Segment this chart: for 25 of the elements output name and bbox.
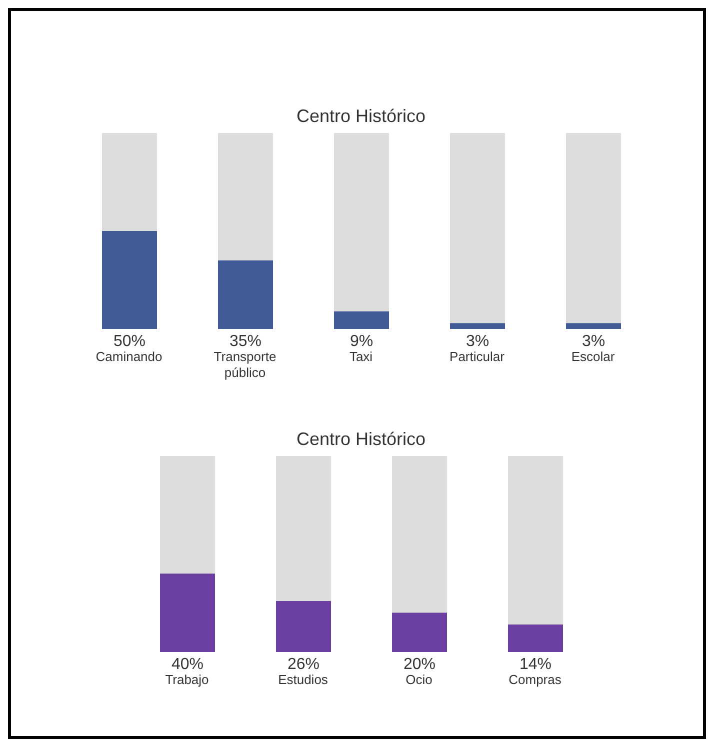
data-label: 35%: [229, 333, 262, 350]
x-tick-label: Ocio: [406, 672, 432, 687]
x-tick-label: Estudios: [278, 672, 328, 687]
chart-title: Centro Histórico: [296, 429, 426, 450]
data-label: 40%: [171, 656, 204, 673]
x-tick-label: Transporte público: [214, 349, 276, 380]
chart-title: Centro Histórico: [296, 106, 426, 127]
data-label: 26%: [287, 656, 320, 673]
bar: [566, 323, 621, 329]
bar: [392, 612, 447, 652]
bar: [508, 624, 563, 652]
x-tick-label: Taxi: [349, 349, 373, 364]
data-label: 3%: [466, 333, 490, 350]
data-label: 14%: [519, 656, 552, 673]
data-label: 50%: [113, 333, 146, 350]
x-tick-label: Caminando: [96, 349, 162, 364]
x-tick-label: Trabajo: [165, 672, 209, 687]
data-label: 9%: [350, 333, 374, 350]
data-label: 20%: [403, 656, 436, 673]
bar: [450, 323, 505, 329]
bar: [334, 311, 389, 329]
data-label: 3%: [582, 333, 606, 350]
x-tick-label: Compras: [508, 672, 562, 687]
x-tick-label: Escolar: [571, 349, 616, 364]
x-tick-label: Particular: [450, 349, 506, 364]
